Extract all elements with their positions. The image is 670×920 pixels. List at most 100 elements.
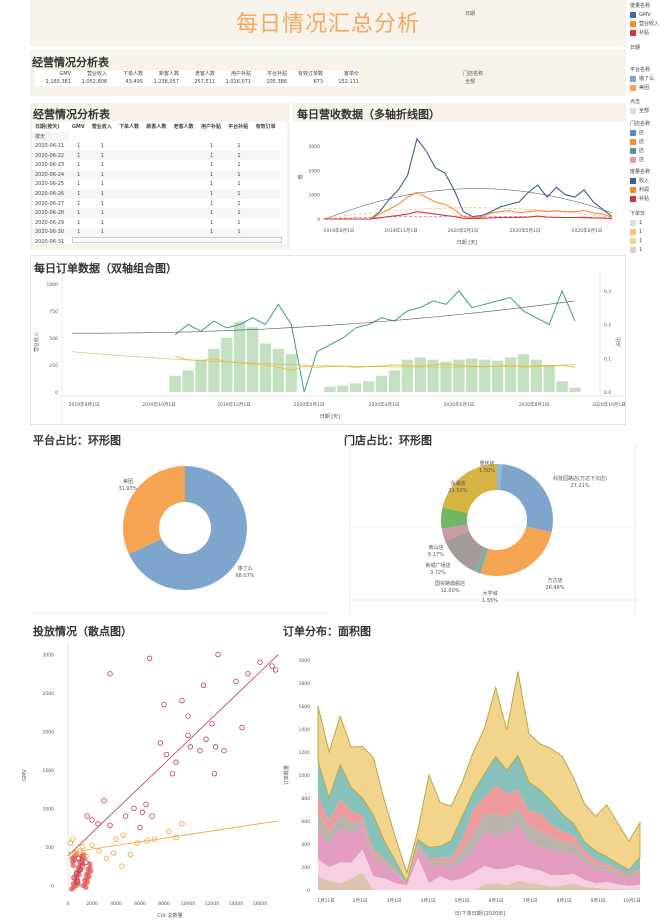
legend-label: 收入 — [639, 178, 650, 184]
legend-item[interactable]: 店 — [630, 129, 650, 138]
x-tick-label: 2020年8月1日 — [572, 227, 603, 234]
store-filter-value[interactable]: 全部 — [465, 79, 476, 85]
table-cell — [253, 218, 280, 228]
legend-group: 日期 — [630, 44, 640, 53]
table-cell: 1 — [197, 189, 226, 199]
slice-percent: 31.93% — [118, 486, 137, 492]
y-tick-label-left: 750 — [49, 309, 58, 315]
legend-item[interactable]: 美团 — [630, 84, 654, 93]
kpi-value: 105,386 — [266, 79, 287, 85]
donut-slice — [442, 464, 497, 514]
bar — [466, 358, 478, 392]
column-header[interactable]: 营业收入 — [91, 124, 112, 131]
column-header[interactable]: 平台补贴 — [228, 124, 249, 131]
legend-item[interactable]: 1 — [630, 246, 645, 255]
donut-slice — [445, 531, 486, 572]
table-cell: 1 — [197, 169, 226, 180]
table-cell — [116, 169, 144, 180]
legend-label: 全部 — [639, 108, 650, 114]
scatter-point — [215, 651, 221, 658]
legend-item[interactable]: 全部 — [630, 107, 649, 116]
legend-item[interactable]: 补贴 — [630, 195, 650, 204]
table-row: 2020-06-29 1 1 1 1 — [32, 218, 280, 228]
x-tick-label: 12000 — [205, 901, 219, 907]
legend-group: 度量名称 收入 利润 补贴 — [630, 168, 650, 204]
area-chart: 0 200 400 600 800 1000 1200 1400 1600 1800 2000 1月1… — [283, 658, 641, 917]
table-cell — [170, 208, 198, 218]
date-filter-label[interactable]: 日期 — [465, 11, 476, 17]
column-header[interactable]: 老客人数 — [173, 124, 194, 131]
table-cell: 1 — [100, 200, 104, 207]
x-tick-label: 6月1日 — [489, 898, 504, 904]
legend-label: 补贴 — [639, 30, 650, 36]
kpi-value: 1,238,057 — [153, 79, 179, 85]
slice-label: 重庆店 — [479, 460, 494, 467]
legend-item[interactable]: 补贴 — [630, 29, 659, 38]
legend-item[interactable]: 1 — [630, 237, 645, 246]
x-tick-label: 2019年12月1日 — [217, 401, 251, 408]
table-cell — [143, 150, 171, 161]
legend-item[interactable]: 店 — [630, 147, 650, 156]
legend-item[interactable]: 店 — [630, 156, 650, 165]
scatter-point — [173, 759, 179, 765]
column-header[interactable]: 下单人数 — [119, 124, 140, 131]
legend-item[interactable]: 1 — [630, 219, 645, 228]
table-cell: 2020-06-29 — [35, 219, 65, 226]
y-tick-label: 1000 — [299, 773, 311, 779]
x-tick-label: 7月1日 — [523, 898, 538, 904]
table-cell: 1 — [88, 169, 117, 180]
x-tick-label: 2020年6月1日 — [444, 401, 475, 408]
table-cell: 1 — [100, 219, 104, 226]
legend-item[interactable]: 饿了么 — [630, 75, 654, 84]
trend-line — [323, 207, 613, 219]
slice-percent: 26.46% — [545, 585, 564, 591]
slice-percent: 12.60% — [440, 588, 459, 594]
legend-title: 平台名称 — [630, 67, 651, 73]
scatter-point — [89, 817, 95, 823]
legend-item[interactable]: 收入 — [630, 177, 650, 186]
legend-swatch — [630, 228, 636, 235]
legend-swatch — [630, 246, 636, 253]
column-header[interactable]: 新客人数 — [146, 124, 167, 131]
scatter-point — [200, 682, 207, 689]
legend-item[interactable]: 利润 — [630, 186, 650, 195]
x-tick-label: 4000 — [110, 901, 122, 907]
y-tick-label: 2000 — [299, 658, 311, 664]
donut-slice — [475, 547, 489, 574]
legend-item[interactable]: 1 — [630, 228, 645, 237]
y-tick-label: 500 — [45, 845, 54, 851]
donut-slice — [480, 526, 552, 576]
combo-chart: 0 250 500 750 1000 0.0 0.1 0.2 0.3 2019年8月1日 2019年… — [33, 272, 626, 424]
kpi-cell: 客单价 152,111 — [323, 70, 359, 86]
legend-swatch — [630, 156, 636, 163]
column-header[interactable]: GMV — [71, 123, 85, 130]
area-layer — [318, 872, 640, 890]
legend-item[interactable]: 营业收入 — [630, 20, 659, 29]
legend-label: 补贴 — [639, 196, 650, 202]
donut-slice — [499, 464, 553, 533]
scatter-point — [149, 813, 155, 819]
table-cell — [116, 180, 143, 190]
table-scrollbar[interactable] — [72, 237, 282, 243]
x-tick-label: 2000 — [86, 901, 98, 907]
table-cell: 1 — [225, 227, 253, 238]
bar — [195, 359, 207, 392]
column-header[interactable]: 日期(按天) — [35, 124, 60, 131]
area-layer — [317, 671, 641, 884]
legend-label: GMV — [639, 12, 651, 18]
y-axis-label: GMV — [22, 769, 28, 781]
column-header[interactable]: 有效订单 — [255, 124, 276, 131]
legend-item[interactable]: GMV — [630, 11, 659, 20]
slice-percent: 27.21% — [570, 483, 589, 489]
scatter-point — [83, 853, 89, 859]
scatter-point — [70, 836, 76, 842]
table-cell: 1 — [237, 181, 241, 188]
kpi-cell: 下单人数 43,495 — [107, 70, 143, 86]
kpi-label: 新客人数 — [158, 71, 179, 77]
column-header[interactable]: 用户补贴 — [200, 124, 221, 131]
table-cell: 1 — [77, 162, 81, 169]
table-cell: 1 — [197, 150, 226, 161]
slice-percent: 21.50% — [448, 488, 467, 494]
table-cell — [170, 169, 198, 180]
legend-item[interactable]: 店 — [630, 138, 650, 147]
